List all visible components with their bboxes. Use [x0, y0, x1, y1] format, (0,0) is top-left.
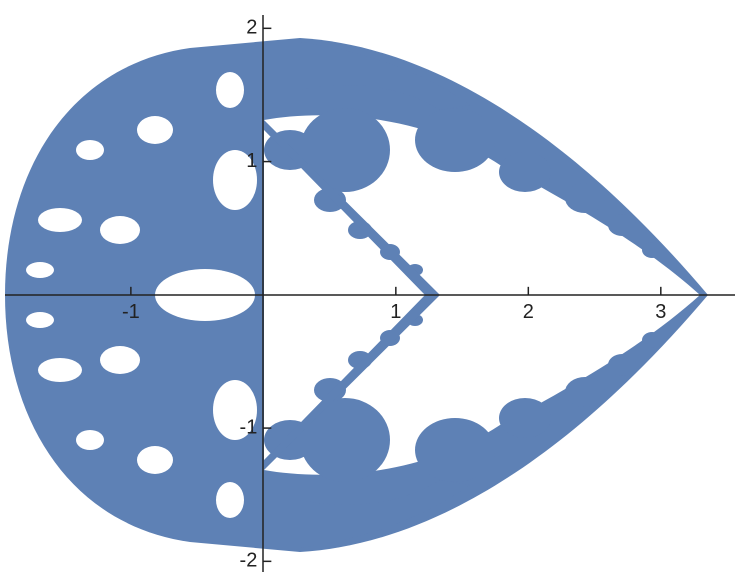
- y-tick-label: 1: [246, 150, 257, 172]
- y-tick-label: -1: [240, 416, 258, 438]
- chart: -1 1 2 3 -2 -1 1 2: [0, 0, 739, 578]
- y-tick-label: -2: [240, 550, 258, 572]
- x-tick-label: 3: [655, 301, 666, 323]
- x-tick-label: 2: [523, 301, 534, 323]
- y-tick-label: 2: [246, 17, 257, 39]
- x-tick-label: -1: [122, 301, 140, 323]
- x-tick-label: 1: [390, 301, 401, 323]
